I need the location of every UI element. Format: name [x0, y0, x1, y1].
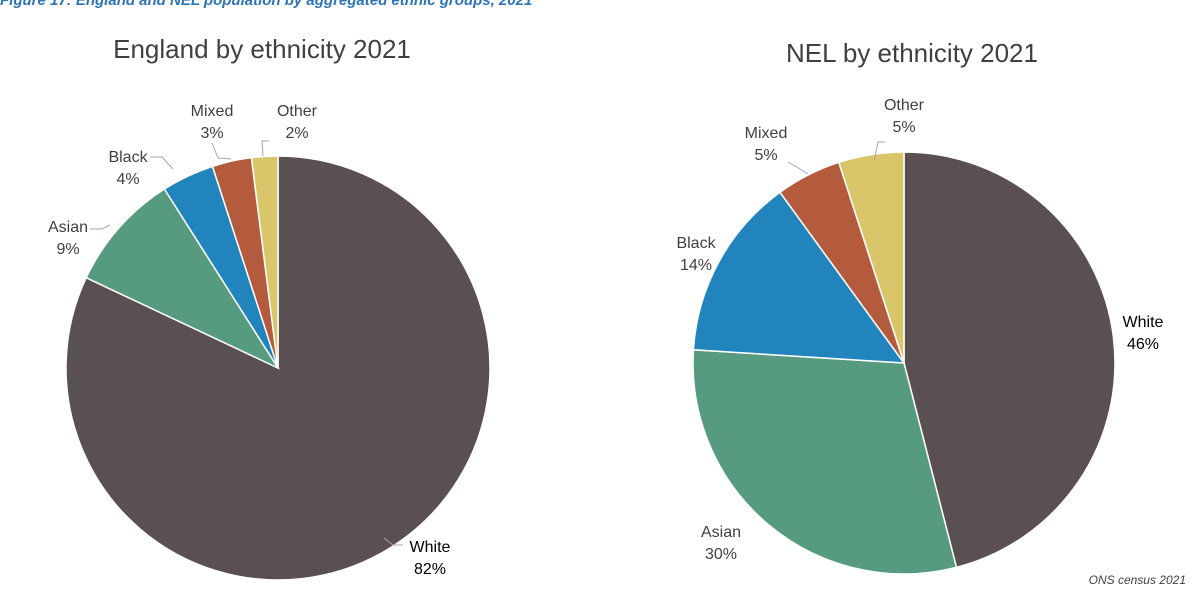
nel-label-white-name: White [1123, 314, 1164, 331]
nel-slice-asian [692, 348, 958, 575]
nel-slice-white [903, 151, 1116, 569]
nel-leader-other [873, 141, 885, 162]
england-label-black-name: Black [108, 149, 148, 166]
england-label-asian-value: 9% [56, 241, 79, 258]
nel-leader-mixed [787, 161, 809, 175]
nel-label-other-name: Other [884, 97, 925, 114]
england-slice-white [65, 155, 491, 581]
england-label-other-name: Other [277, 103, 318, 120]
england-leader-asian [90, 224, 111, 230]
pie-charts: England by ethnicity 2021 White 82% Asian 9… [48, 34, 1186, 587]
england-slice-asian [85, 187, 281, 370]
nel-slice-black [692, 191, 906, 364]
england-leader-mixed [211, 142, 232, 160]
nel-label-white-value: 46% [1127, 336, 1159, 353]
nel-label-mixed-value: 5% [754, 147, 777, 164]
nel-label-black-name: Black [676, 235, 716, 252]
chart-panel: England by ethnicity 2021 White 82% Asian 9… [0, 12, 1192, 590]
nel-chart-title: NEL by ethnicity 2021 [786, 38, 1038, 68]
nel-label-black-value: 14% [680, 257, 712, 274]
england-label-mixed-name: Mixed [191, 103, 234, 120]
nel-label-other-value: 5% [892, 119, 915, 136]
source-note: ONS census 2021 [1089, 573, 1186, 587]
england-chart-title: England by ethnicity 2021 [113, 34, 411, 64]
england-label-white-name: White [410, 539, 451, 556]
nel-label-asian-name: Asian [701, 524, 741, 541]
nel-label-mixed-name: Mixed [745, 125, 788, 142]
figure-caption: Figure 17: England and NEL population by… [0, 0, 533, 9]
england-leader-white [383, 537, 403, 546]
england-leader-black [150, 156, 174, 170]
nel-pie-chart: NEL by ethnicity 2021 White 46% Asian 30% Bl… [676, 38, 1164, 575]
nel-slice-other [837, 151, 905, 364]
england-label-other-value: 2% [285, 125, 308, 142]
england-label-black-value: 4% [116, 171, 139, 188]
england-label-white-value: 82% [414, 561, 446, 578]
england-pie-chart: England by ethnicity 2021 White 82% Asian 9… [48, 34, 491, 581]
england-leader-other [261, 140, 269, 157]
england-slice-other [250, 155, 279, 369]
nel-label-asian-value: 30% [705, 546, 737, 563]
england-label-asian-name: Asian [48, 219, 88, 236]
england-label-mixed-value: 3% [200, 125, 223, 142]
